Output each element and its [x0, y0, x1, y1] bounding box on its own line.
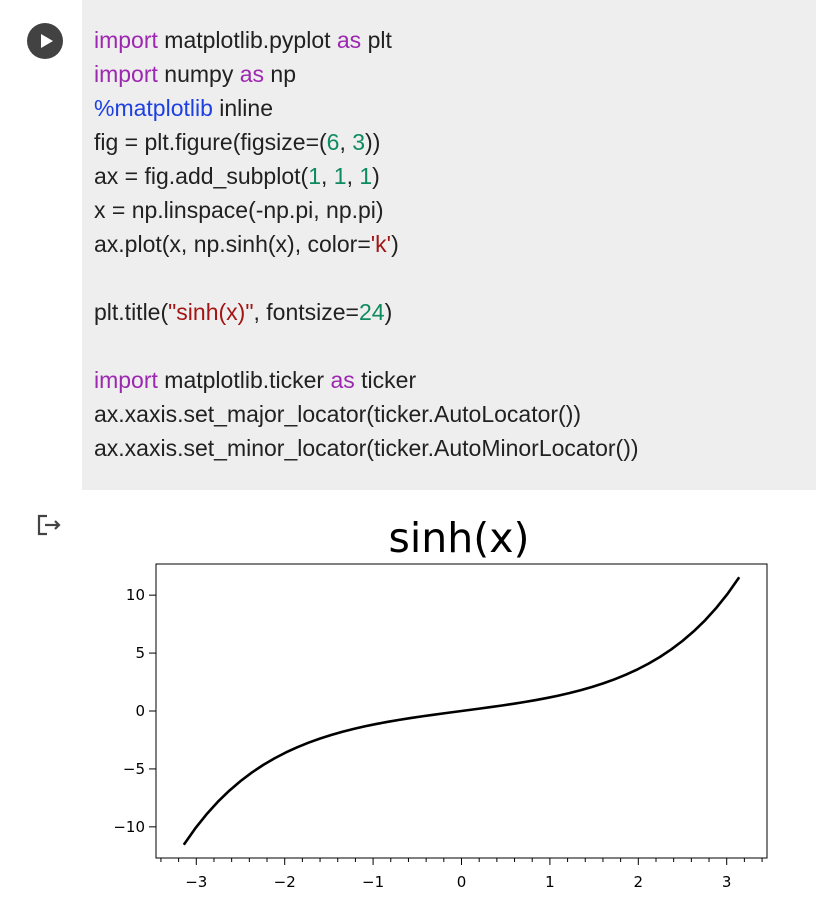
code-token: 3	[352, 129, 366, 155]
code-line: ax.xaxis.set_minor_locator(ticker.AutoMi…	[94, 433, 639, 463]
code-token: ax.xaxis.set_major_locator(ticker.AutoLo…	[94, 401, 582, 427]
code-editor[interactable]	[82, 0, 816, 490]
code-token: ticker	[354, 367, 417, 393]
code-token: x = np.linspace(-np.pi, np.pi)	[94, 197, 384, 223]
code-token: "sinh(x)"	[168, 299, 254, 325]
code-token: 1	[308, 163, 321, 189]
code-token: fig = plt.figure(figsize=(	[94, 129, 327, 155]
code-token: ax.xaxis.set_minor_locator(ticker.AutoMi…	[94, 435, 639, 461]
code-token: ax = fig.add_subplot(	[94, 163, 309, 189]
code-token: 24	[358, 299, 385, 325]
code-token: plt.title(	[94, 299, 169, 325]
output-redirect-icon[interactable]	[36, 513, 64, 537]
code-cell[interactable]: import matplotlib.pyplot as plt import nu…	[0, 0, 816, 490]
y-tick-label: −5	[123, 760, 145, 778]
code-line: fig = plt.figure(figsize=(6, 3))	[94, 127, 380, 157]
x-tick-label: −3	[185, 873, 207, 891]
x-tick-label: −1	[362, 873, 384, 891]
code-token: ,	[320, 163, 334, 189]
code-line: x = np.linspace(-np.pi, np.pi)	[94, 195, 384, 225]
code-line: ax = fig.add_subplot(1, 1, 1)	[94, 161, 380, 191]
code-token: )	[391, 231, 399, 257]
series-line	[182, 576, 741, 846]
code-token: import	[94, 27, 158, 53]
code-token: 6	[326, 129, 340, 155]
x-tick-label: 3	[722, 873, 732, 891]
y-tick-label: −10	[113, 818, 145, 836]
code-token: ,	[339, 129, 353, 155]
code-token: np	[264, 61, 297, 87]
code-token: 'k'	[370, 231, 392, 257]
y-tick-label: 5	[135, 644, 145, 662]
code-token: ))	[365, 129, 381, 155]
y-tick-label: 0	[135, 702, 145, 720]
code-token: 1	[333, 163, 347, 189]
code-line: plt.title("sinh(x)", fontsize=24)	[94, 297, 392, 327]
x-tick-label: −2	[274, 873, 296, 891]
code-line: import numpy as np	[94, 59, 296, 89]
code-token: matplotlib.pyplot	[157, 27, 337, 53]
run-cell-button[interactable]	[27, 23, 63, 59]
play-icon	[41, 34, 53, 48]
code-token: 1	[359, 163, 373, 189]
code-token: plt	[361, 27, 392, 53]
code-line: %matplotlib inline	[94, 93, 273, 123]
code-token: import	[94, 61, 158, 87]
code-token: as	[239, 61, 265, 87]
code-token: ax.plot(x, np.sinh(x), color=	[94, 231, 371, 257]
cell-gutter	[0, 0, 82, 490]
x-tick-label: 1	[545, 873, 555, 891]
code-token: as	[330, 367, 355, 393]
code-token: numpy	[157, 61, 240, 87]
code-token: as	[336, 27, 362, 53]
code-token: matplotlib.ticker	[157, 367, 331, 393]
code-token: import	[94, 367, 158, 393]
code-token: ,	[346, 163, 360, 189]
output-area	[0, 490, 816, 906]
code-line: ax.plot(x, np.sinh(x), color='k')	[94, 229, 399, 259]
code-token: inline	[212, 95, 273, 121]
y-tick-label: 10	[126, 586, 145, 604]
code-token: , fontsize=	[253, 299, 359, 325]
x-tick-label: 0	[457, 873, 467, 891]
code-line: ax.xaxis.set_major_locator(ticker.AutoLo…	[94, 399, 581, 429]
code-token: )	[384, 299, 393, 325]
code-line: import matplotlib.ticker as ticker	[94, 365, 416, 395]
code-token: %matplotlib	[94, 95, 213, 121]
x-tick-label: 2	[634, 873, 644, 891]
code-line: import matplotlib.pyplot as plt	[94, 25, 392, 55]
chart-title: sinh(x)	[389, 514, 530, 562]
code-token: )	[372, 163, 380, 189]
